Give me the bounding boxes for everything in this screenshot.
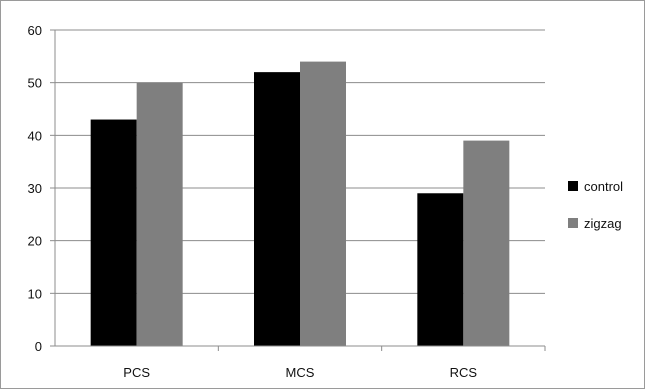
y-tick-label: 0	[35, 339, 42, 354]
x-tick-label: MCS	[286, 365, 315, 380]
x-tick-label: RCS	[450, 365, 478, 380]
legend-label-zigzag: zigzag	[584, 216, 622, 231]
legend-swatch-control	[568, 181, 578, 191]
y-axis-ticks: 0 10 20 30 40 50 60	[28, 23, 55, 354]
y-tick-label: 60	[28, 23, 42, 38]
legend-swatch-zigzag	[568, 218, 578, 228]
bar-zigzag-rcs	[463, 140, 510, 346]
bar-zigzag-pcs	[136, 82, 183, 347]
y-tick-label: 30	[28, 181, 42, 196]
legend: control zigzag	[568, 179, 623, 231]
bar-control-pcs	[90, 119, 137, 347]
y-tick-label: 40	[28, 128, 42, 143]
y-tick-label: 20	[28, 234, 42, 249]
x-axis-ticks: PCS MCS RCS	[123, 346, 546, 380]
y-tick-label: 10	[28, 286, 42, 301]
legend-label-control: control	[584, 179, 623, 194]
bar-control-rcs	[417, 193, 464, 346]
bar-control-mcs	[254, 72, 300, 346]
y-tick-label: 50	[28, 76, 42, 91]
bar-zigzag-mcs	[300, 61, 346, 346]
bars	[90, 61, 510, 347]
x-tick-label: PCS	[123, 365, 150, 380]
